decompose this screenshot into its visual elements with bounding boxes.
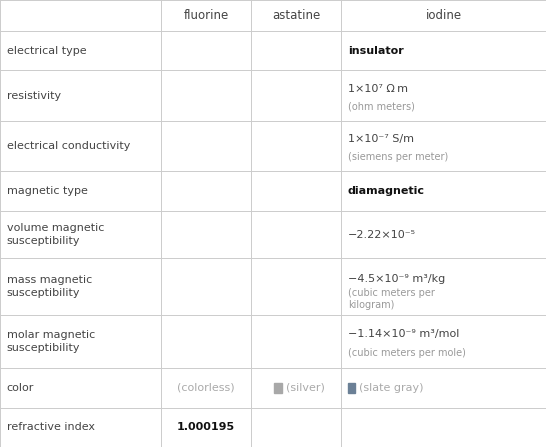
Text: (silver): (silver) [286, 383, 325, 393]
Text: refractive index: refractive index [7, 422, 94, 432]
Text: (cubic meters per mole): (cubic meters per mole) [348, 348, 466, 358]
Text: −2.22×10⁻⁵: −2.22×10⁻⁵ [348, 230, 416, 240]
Text: −4.5×10⁻⁹ m³/kg: −4.5×10⁻⁹ m³/kg [348, 274, 445, 284]
Text: (siemens per meter): (siemens per meter) [348, 152, 448, 162]
Text: volume magnetic
susceptibility: volume magnetic susceptibility [7, 224, 104, 246]
Text: −1.14×10⁻⁹ m³/mol: −1.14×10⁻⁹ m³/mol [348, 329, 459, 339]
Text: fluorine: fluorine [183, 9, 229, 22]
Text: resistivity: resistivity [7, 91, 61, 101]
Text: astatine: astatine [272, 9, 321, 22]
Text: (slate gray): (slate gray) [359, 383, 424, 393]
Text: iodine: iodine [425, 9, 462, 22]
Text: 1×10⁻⁷ S/m: 1×10⁻⁷ S/m [348, 134, 414, 144]
Text: (ohm meters): (ohm meters) [348, 102, 414, 112]
Text: mass magnetic
susceptibility: mass magnetic susceptibility [7, 275, 92, 298]
Bar [274, 383, 282, 392]
Text: insulator: insulator [348, 46, 403, 55]
Text: magnetic type: magnetic type [7, 186, 87, 196]
Text: 1.000195: 1.000195 [177, 422, 235, 432]
Text: electrical type: electrical type [7, 46, 86, 55]
Text: 1×10⁷ Ω m: 1×10⁷ Ω m [348, 84, 408, 93]
Bar [348, 383, 355, 392]
Text: diamagnetic: diamagnetic [348, 186, 425, 196]
Text: (cubic meters per
kilogram): (cubic meters per kilogram) [348, 288, 435, 310]
Text: color: color [7, 383, 34, 393]
Text: molar magnetic
susceptibility: molar magnetic susceptibility [7, 330, 95, 353]
Text: electrical conductivity: electrical conductivity [7, 141, 130, 151]
Text: (colorless): (colorless) [177, 383, 235, 393]
